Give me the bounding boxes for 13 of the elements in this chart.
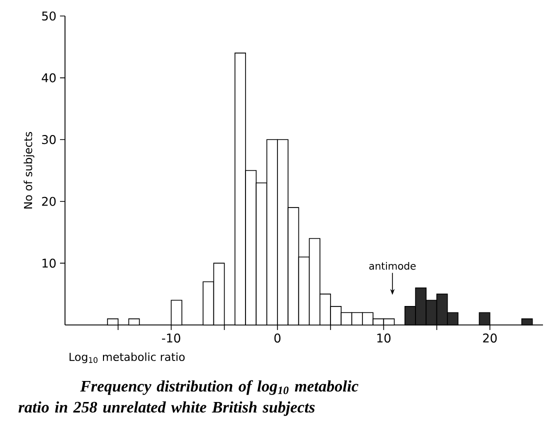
x-tick-label: 10: [377, 334, 390, 343]
x-tick-label: 0: [274, 334, 280, 343]
y-tick-label: 10: [42, 258, 56, 268]
y-tick-label: 40: [42, 73, 56, 82]
y-tick-label: 30: [42, 135, 56, 144]
text: Frequency distribution of log$_{10}$ metabolic ratio in 258 unrelated white British subjects: [18, 380, 358, 416]
annotation: antimode: [369, 262, 416, 270]
y-tick-label: 20: [42, 196, 56, 206]
x-tick-label: -10: [162, 334, 180, 343]
x-tick-label: 20: [483, 334, 497, 343]
y-tick-label: 50: [42, 11, 56, 21]
y-axis-title: No of subjects: [24, 132, 34, 208]
x-axis-title: Log$_{10}$ metabolic ratio: [70, 352, 185, 364]
